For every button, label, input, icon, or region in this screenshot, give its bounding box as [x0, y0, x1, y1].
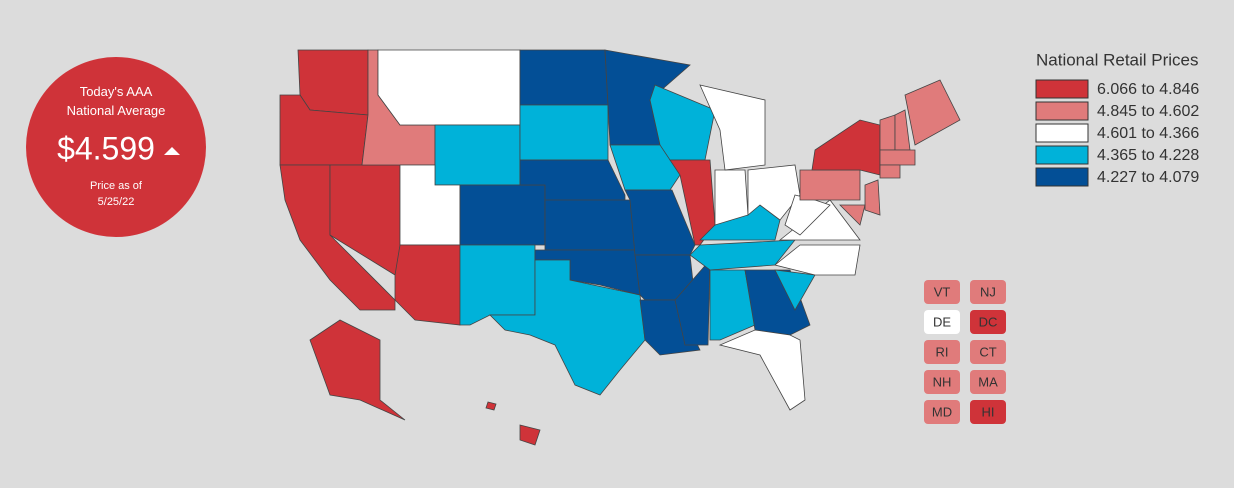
- state: [811, 119, 881, 176]
- state: [485, 401, 497, 411]
- state: [709, 269, 756, 341]
- small-state-boxes: VT NJ DE DC RI CT NH MA MD HI: [924, 280, 1006, 424]
- state: [879, 114, 896, 151]
- us-map: [279, 49, 961, 446]
- state: [544, 199, 636, 251]
- state: [839, 204, 866, 226]
- state: [699, 84, 766, 171]
- legend-title: National Retail Prices: [1036, 50, 1199, 69]
- state-box: [924, 340, 960, 364]
- legend-label: 4.845 to 4.602: [1097, 103, 1199, 120]
- legend-label: 4.601 to 4.366: [1097, 125, 1199, 142]
- state: [689, 239, 796, 271]
- state: [459, 184, 546, 246]
- state: [489, 259, 646, 396]
- state-box: [924, 400, 960, 424]
- state: [904, 79, 961, 146]
- state: [879, 149, 916, 166]
- state: [309, 319, 406, 421]
- legend-swatch: [1035, 145, 1089, 165]
- state: [747, 164, 801, 221]
- state-box-label: CT: [979, 344, 996, 359]
- state-box-label: VT: [934, 284, 951, 299]
- state-box: [924, 370, 960, 394]
- up-arrow: [164, 147, 180, 155]
- state: [519, 49, 609, 106]
- badge-heading-line: Today's AAA: [80, 84, 153, 99]
- state: [774, 244, 861, 276]
- legend-swatch: [1035, 167, 1089, 187]
- state: [674, 258, 711, 346]
- state: [519, 424, 541, 446]
- legend-label: 4.365 to 4.228: [1097, 147, 1199, 164]
- state-box-label: NJ: [980, 284, 996, 299]
- state-box-label: HI: [982, 404, 995, 419]
- state: [864, 179, 881, 216]
- state: [894, 109, 911, 151]
- state-box-label: DC: [979, 314, 998, 329]
- state: [297, 49, 369, 116]
- legend-label: 6.066 to 4.846: [1097, 81, 1199, 98]
- state: [377, 49, 521, 126]
- badge-heading: Today's AAA National Average: [67, 84, 166, 118]
- state-box: [970, 310, 1006, 334]
- state: [434, 124, 521, 186]
- state-box: [970, 400, 1006, 424]
- state-box: [924, 280, 960, 304]
- badge-note: Price as of: [90, 180, 143, 192]
- state: [774, 269, 816, 311]
- state: [519, 104, 609, 161]
- legend-swatch: [1035, 79, 1089, 99]
- state: [879, 164, 901, 179]
- state-box: [970, 280, 1006, 304]
- state-box-label: NH: [933, 374, 952, 389]
- state-box: [970, 340, 1006, 364]
- badge-heading-line: National Average: [67, 103, 166, 118]
- state: [714, 169, 749, 226]
- legend-swatch: [1035, 123, 1089, 143]
- legend-swatch: [1035, 101, 1089, 121]
- badge-date: 5/25/22: [98, 196, 135, 208]
- state: [799, 169, 861, 201]
- state-box-label: DE: [933, 314, 951, 329]
- badge: [26, 57, 206, 237]
- state-box: [970, 370, 1006, 394]
- state-box-label: MD: [932, 404, 952, 419]
- state-box-label: MA: [978, 374, 998, 389]
- state: [624, 189, 696, 256]
- state-box: [924, 310, 960, 334]
- state: [394, 244, 461, 326]
- legend-label: 4.227 to 4.079: [1097, 169, 1199, 186]
- state: [459, 244, 536, 326]
- state-box-label: RI: [936, 344, 949, 359]
- badge-price: $4.599: [57, 130, 155, 166]
- state: [609, 144, 681, 191]
- state: [718, 329, 806, 411]
- legend: 6.066 to 4.846 4.845 to 4.602 4.601 to 4.3…: [1035, 79, 1199, 187]
